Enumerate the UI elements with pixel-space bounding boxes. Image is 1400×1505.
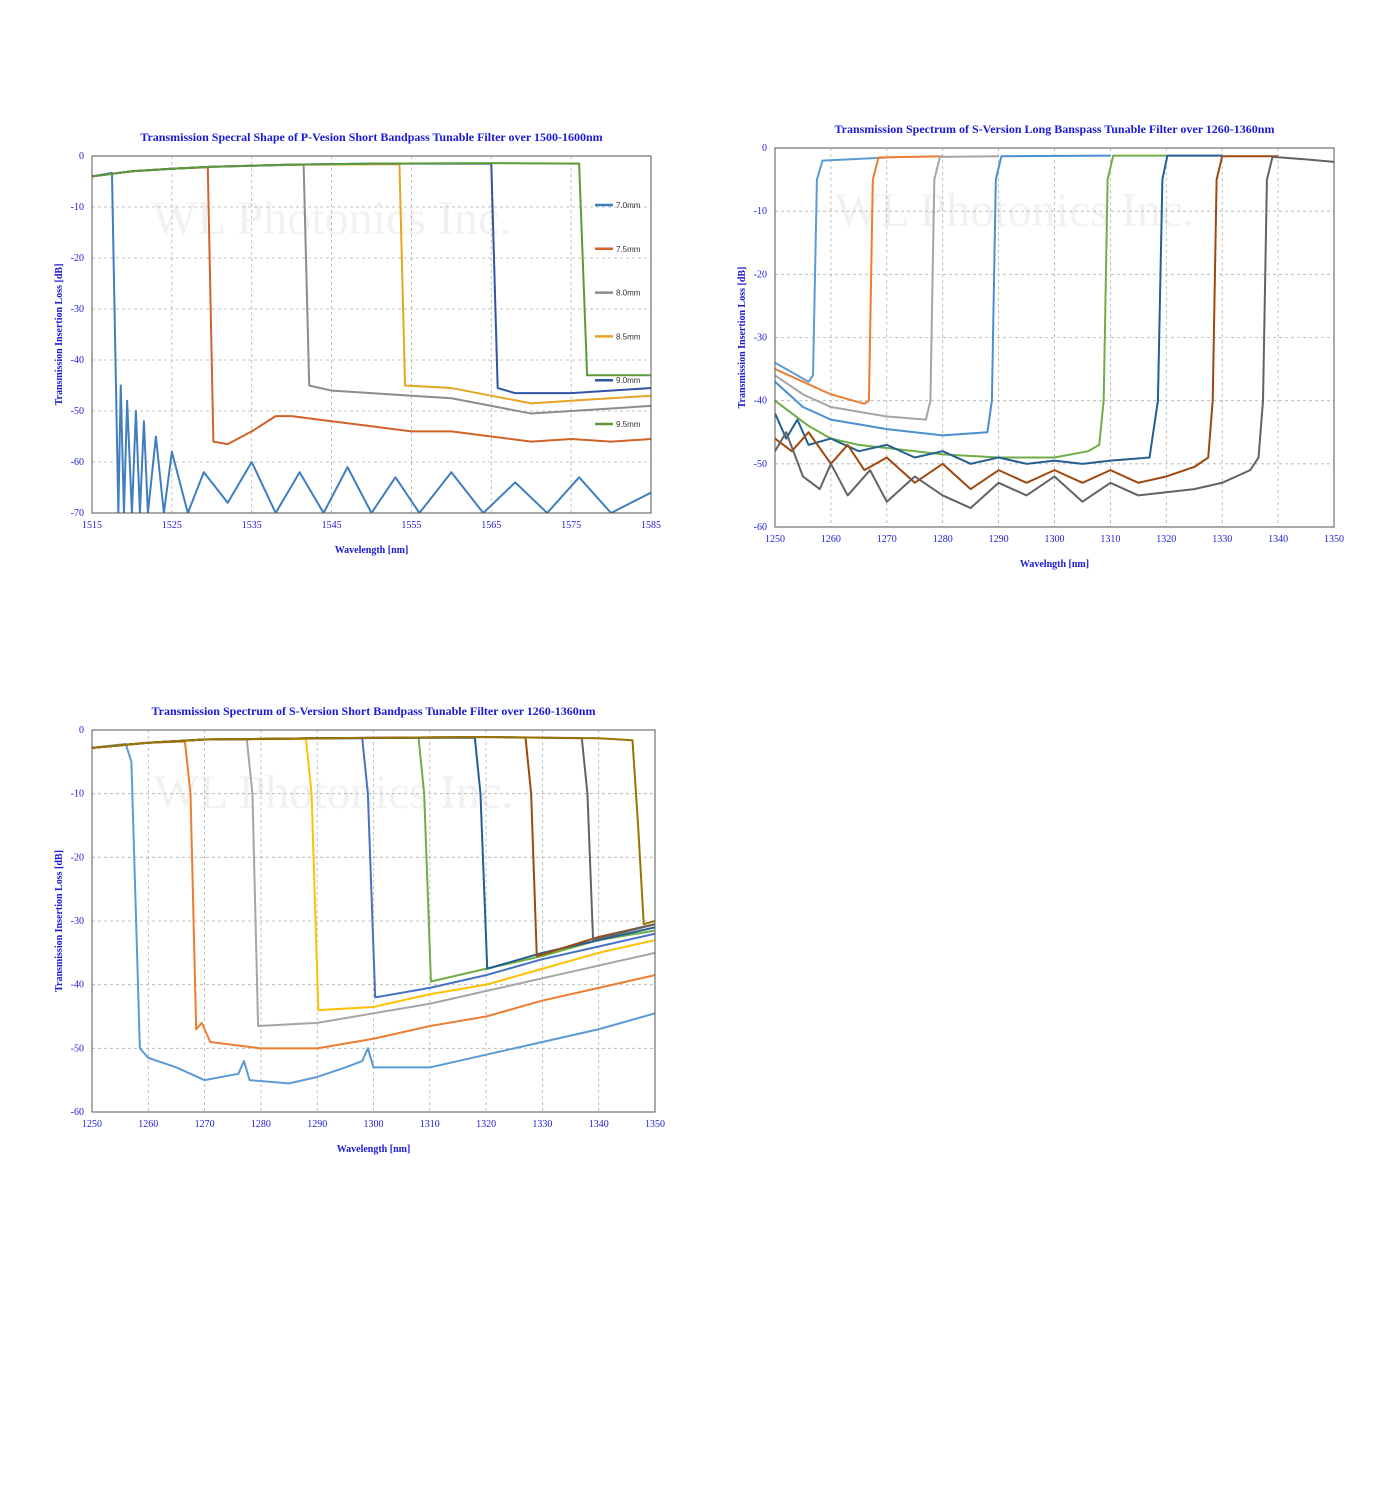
x-tick-label: 1525: [162, 520, 182, 531]
y-tick-label: -30: [71, 916, 84, 927]
y-tick-label: -60: [71, 1107, 84, 1118]
y-tick-label: -40: [754, 396, 767, 407]
x-tick-label: 1350: [645, 1119, 665, 1130]
x-tick-label: 1340: [1268, 534, 1288, 545]
data-line: [775, 155, 999, 421]
y-tick-label: 0: [79, 725, 84, 736]
y-tick-label: -50: [71, 1043, 84, 1054]
legend-label: 8.5mm: [616, 332, 641, 341]
watermark: WL Photonics Inc.: [835, 184, 1194, 237]
data-line: [775, 155, 1279, 491]
legend-label: 7.5mm: [616, 245, 641, 254]
plot-border: [774, 147, 1335, 528]
title: Transmission Spectrum of S-Version Long …: [835, 122, 1275, 136]
x-tick-label: 1260: [821, 534, 841, 545]
x-axis-label: Wavelength [nm]: [337, 1144, 411, 1155]
y-tick-label: -20: [71, 852, 84, 863]
x-tick-label: 1585: [641, 520, 661, 531]
x-tick-label: 1340: [589, 1119, 609, 1130]
y-tick-label: -30: [754, 333, 767, 344]
x-axis-label: Wavelength [nm]: [335, 545, 409, 556]
y-tick-label: -40: [71, 980, 84, 991]
data-line: [775, 156, 887, 383]
x-tick-label: 1290: [307, 1119, 327, 1130]
data-line: [775, 155, 943, 405]
series-group: [92, 736, 655, 1085]
series-group: [92, 162, 651, 513]
x-tick-label: 1250: [765, 534, 785, 545]
x-tick-label: 1310: [420, 1119, 440, 1130]
data-line: [92, 740, 655, 1050]
series-group: [775, 154, 1334, 510]
y-axis-label: Transmission Insertion Loss [dB]: [54, 264, 65, 406]
y-tick-label: 0: [762, 143, 767, 154]
x-tick-label: 1280: [251, 1119, 271, 1130]
chart: WL Photonics Inc.Transmission Specral Sh…: [54, 130, 661, 556]
x-tick-label: 1260: [138, 1119, 158, 1130]
y-tick-label: -50: [71, 406, 84, 417]
title: Transmission Spectrum of S-Version Short…: [152, 704, 596, 718]
y-tick-label: -50: [754, 459, 767, 470]
data-line: [92, 171, 651, 513]
x-tick-label: 1330: [1212, 534, 1232, 545]
y-axis-label: Transmission Insertion Loss [dB]: [737, 267, 748, 409]
x-tick-label: 1555: [401, 520, 421, 531]
y-tick-label: -10: [754, 206, 767, 217]
y-tick-label: -10: [71, 202, 84, 213]
data-line: [775, 154, 1111, 437]
title: Transmission Specral Shape of P-Vesion S…: [140, 130, 602, 144]
y-tick-label: -20: [71, 253, 84, 264]
data-line: [92, 736, 655, 926]
x-tick-label: 1545: [322, 520, 342, 531]
chart: WL Photonics Inc. Transmission Spectrum o…: [737, 122, 1344, 570]
data-line: [92, 162, 651, 377]
y-tick-label: -10: [71, 789, 84, 800]
legend-label: 9.0mm: [616, 376, 641, 385]
x-tick-label: 1290: [989, 534, 1009, 545]
x-tick-label: 1330: [532, 1119, 552, 1130]
plot-border: [91, 729, 656, 1113]
x-tick-label: 1250: [82, 1119, 102, 1130]
x-tick-label: 1535: [242, 520, 262, 531]
plot-border: [91, 155, 652, 514]
x-tick-label: 1300: [1045, 534, 1065, 545]
y-tick-label: -60: [71, 457, 84, 468]
x-tick-label: 1270: [195, 1119, 215, 1130]
x-tick-label: 1350: [1324, 534, 1344, 545]
x-tick-label: 1575: [561, 520, 581, 531]
y-axis-label: Transmission Insertion Loss [dB]: [54, 850, 65, 992]
legend-label: 7.0mm: [616, 201, 641, 210]
data-line: [775, 154, 1223, 465]
x-tick-label: 1565: [481, 520, 501, 531]
plot-area: [92, 156, 651, 513]
x-tick-label: 1300: [364, 1119, 384, 1130]
y-tick-label: -20: [754, 269, 767, 280]
x-tick-label: 1320: [476, 1119, 496, 1130]
y-tick-label: -40: [71, 355, 84, 366]
legend-label: 9.5mm: [616, 420, 641, 429]
y-tick-label: -70: [71, 508, 84, 519]
chart: WL Photonics Inc. Transmission Spectrum o…: [54, 704, 665, 1155]
x-axis-label: Wavelngth [nm]: [1020, 559, 1089, 570]
legend-label: 8.0mm: [616, 289, 641, 298]
x-tick-label: 1310: [1100, 534, 1120, 545]
data-line: [775, 155, 1334, 510]
y-tick-label: -30: [71, 304, 84, 315]
y-tick-label: 0: [79, 151, 84, 162]
x-tick-label: 1270: [877, 534, 897, 545]
x-tick-label: 1515: [82, 520, 102, 531]
x-tick-label: 1320: [1156, 534, 1176, 545]
watermark: WL Photonics Inc.: [154, 766, 513, 819]
data-line: [92, 743, 655, 1085]
x-tick-label: 1280: [933, 534, 953, 545]
plot-area: [775, 148, 1334, 527]
y-tick-label: -60: [754, 522, 767, 533]
